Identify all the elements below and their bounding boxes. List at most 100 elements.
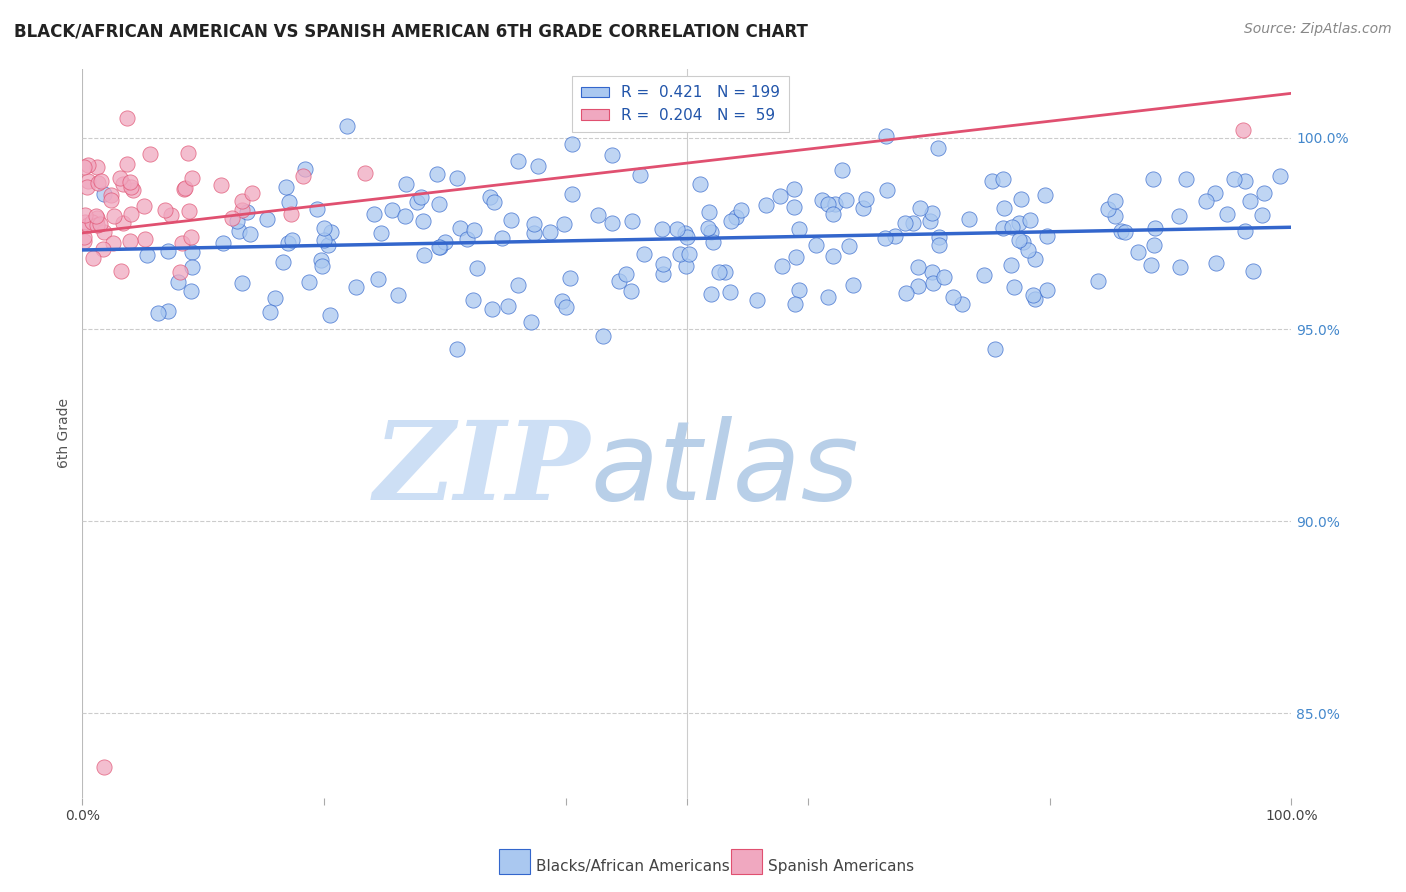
- Point: [226, 214, 249, 228]
- Point: [73, 234, 96, 248]
- Point: [1233, 173, 1256, 187]
- Point: [136, 248, 159, 262]
- Point: [90, 174, 112, 188]
- Point: [1004, 280, 1026, 294]
- Point: [831, 163, 853, 178]
- Point: [381, 203, 404, 218]
- Point: [714, 265, 737, 279]
- Point: [103, 209, 125, 223]
- Point: [169, 265, 191, 279]
- Point: [370, 226, 392, 240]
- Point: [236, 205, 259, 219]
- Point: [1097, 202, 1119, 216]
- Point: [91, 243, 114, 257]
- Point: [1087, 275, 1109, 289]
- Point: [319, 308, 342, 322]
- Point: [72, 161, 94, 175]
- Point: [411, 189, 433, 203]
- Point: [506, 154, 529, 169]
- Point: [180, 230, 202, 244]
- Point: [311, 260, 333, 274]
- Point: [783, 200, 806, 214]
- Point: [1253, 186, 1275, 201]
- Point: [86, 219, 108, 233]
- Point: [89, 217, 111, 231]
- Point: [551, 294, 574, 309]
- Point: [120, 179, 142, 194]
- Point: [770, 259, 793, 273]
- Text: BLACK/AFRICAN AMERICAN VS SPANISH AMERICAN 6TH GRADE CORRELATION CHART: BLACK/AFRICAN AMERICAN VS SPANISH AMERIC…: [14, 22, 808, 40]
- Point: [221, 211, 243, 225]
- Point: [426, 167, 449, 181]
- Point: [412, 213, 434, 227]
- Point: [1167, 209, 1189, 223]
- Point: [1012, 235, 1035, 249]
- Point: [413, 247, 436, 261]
- Point: [1241, 264, 1264, 278]
- Point: [652, 267, 675, 281]
- Point: [346, 280, 368, 294]
- Point: [180, 244, 202, 259]
- Point: [621, 214, 644, 228]
- Point: [699, 287, 721, 301]
- Point: [1017, 244, 1039, 258]
- Point: [181, 171, 204, 186]
- Point: [501, 212, 523, 227]
- Point: [894, 216, 917, 230]
- Point: [132, 199, 155, 213]
- Point: [555, 300, 578, 314]
- Point: [700, 225, 723, 239]
- Point: [1216, 207, 1239, 221]
- Point: [73, 208, 96, 222]
- Text: Blacks/African Americans: Blacks/African Americans: [536, 859, 730, 873]
- Point: [984, 342, 1007, 356]
- Point: [602, 148, 624, 162]
- Point: [561, 187, 583, 202]
- Point: [212, 236, 235, 251]
- Point: [180, 284, 202, 298]
- Point: [77, 219, 100, 233]
- Point: [1223, 172, 1246, 186]
- Point: [395, 177, 418, 191]
- Point: [991, 171, 1014, 186]
- Point: [783, 181, 806, 195]
- Point: [111, 216, 134, 230]
- Point: [520, 315, 543, 329]
- Point: [156, 244, 179, 258]
- Point: [957, 212, 980, 227]
- Point: [433, 235, 456, 250]
- Point: [256, 212, 278, 227]
- Point: [336, 119, 359, 133]
- Point: [1104, 210, 1126, 224]
- Point: [709, 265, 731, 279]
- Point: [146, 305, 169, 319]
- Point: [167, 275, 190, 289]
- Point: [93, 760, 115, 774]
- Point: [394, 209, 416, 223]
- Point: [86, 211, 108, 226]
- Point: [298, 275, 321, 289]
- Point: [918, 213, 941, 227]
- Point: [1109, 224, 1132, 238]
- Point: [747, 293, 769, 307]
- Point: [1233, 224, 1256, 238]
- Point: [307, 202, 329, 216]
- Point: [665, 222, 688, 236]
- Point: [785, 250, 807, 264]
- Point: [177, 145, 200, 160]
- Point: [316, 238, 339, 252]
- Point: [1128, 245, 1150, 260]
- Point: [908, 202, 931, 216]
- Point: [620, 284, 643, 298]
- Point: [240, 186, 263, 201]
- Point: [312, 221, 335, 235]
- Point: [523, 226, 546, 240]
- Point: [173, 182, 195, 196]
- Point: [669, 246, 692, 260]
- Point: [449, 220, 471, 235]
- Point: [720, 214, 742, 228]
- Point: [72, 229, 94, 244]
- Text: Spanish Americans: Spanish Americans: [768, 859, 914, 873]
- Point: [852, 201, 875, 215]
- Point: [586, 209, 609, 223]
